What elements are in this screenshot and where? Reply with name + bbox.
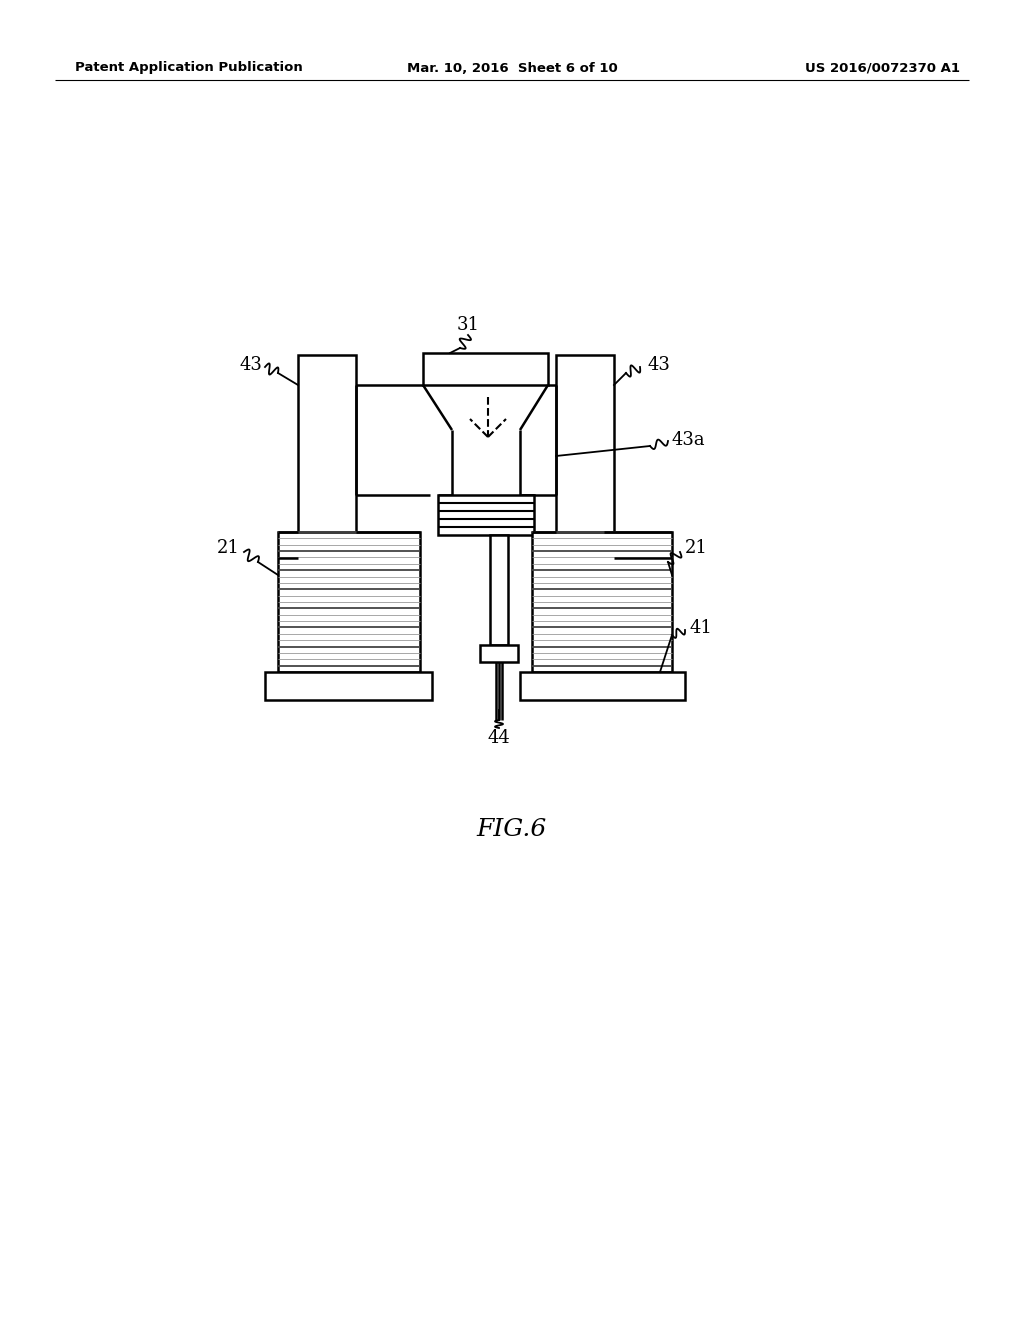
- Bar: [490, 535, 508, 645]
- Bar: [556, 355, 614, 558]
- Text: 43a: 43a: [672, 432, 706, 449]
- Bar: [438, 495, 534, 535]
- Bar: [532, 532, 672, 672]
- Bar: [480, 645, 518, 663]
- Bar: [265, 672, 432, 700]
- Text: Mar. 10, 2016  Sheet 6 of 10: Mar. 10, 2016 Sheet 6 of 10: [407, 62, 617, 74]
- Text: 43: 43: [240, 356, 262, 374]
- Text: US 2016/0072370 A1: US 2016/0072370 A1: [805, 62, 961, 74]
- Bar: [423, 352, 548, 385]
- Text: 44: 44: [487, 729, 510, 747]
- Text: Patent Application Publication: Patent Application Publication: [75, 62, 303, 74]
- Bar: [520, 672, 685, 700]
- Bar: [298, 355, 356, 558]
- Text: 21: 21: [217, 539, 240, 557]
- Text: 31: 31: [457, 315, 479, 334]
- Text: 21: 21: [685, 539, 708, 557]
- Bar: [278, 532, 420, 672]
- Text: 43: 43: [648, 356, 671, 374]
- Text: 41: 41: [690, 619, 713, 638]
- Text: FIG.6: FIG.6: [477, 818, 547, 842]
